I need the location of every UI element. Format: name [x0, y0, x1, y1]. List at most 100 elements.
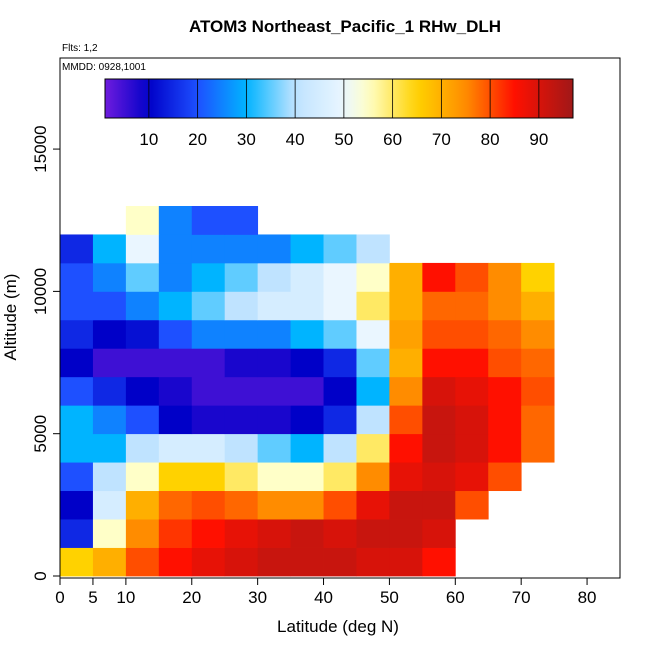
heatmap-cell [92, 490, 127, 520]
subtitle: Flts: 1,2 [62, 43, 98, 54]
heatmap-cell [257, 462, 291, 492]
heatmap-cell [290, 547, 324, 577]
heatmap-cell [191, 348, 226, 378]
x-tick-label: 5 [88, 588, 97, 607]
heatmap-cell [191, 234, 226, 264]
heatmap-cell [356, 519, 390, 548]
heatmap-cell [389, 433, 423, 463]
x-tick-label: 10 [116, 588, 135, 607]
heatmap-cell [290, 291, 324, 321]
heatmap-cell [323, 291, 357, 321]
heatmap-cell [224, 262, 259, 292]
heatmap-cell [488, 319, 522, 349]
x-tick-label: 0 [55, 588, 64, 607]
heatmap-cell [323, 376, 357, 406]
heatmap-cell [389, 547, 423, 577]
heatmap-cell [191, 490, 226, 520]
colorbar-tick-label: 80 [481, 130, 500, 149]
heatmap-cell [92, 376, 127, 406]
heatmap-cell [92, 234, 127, 264]
heatmap-cell [356, 405, 390, 435]
heatmap-cell [60, 462, 94, 492]
heatmap-cell [158, 462, 193, 492]
heatmap-cell [455, 490, 489, 520]
heatmap-cell [60, 405, 94, 435]
x-tick-label: 80 [578, 588, 597, 607]
colorbar [104, 78, 574, 119]
heatmap-cell [125, 462, 160, 492]
heatmap-cell [356, 348, 390, 378]
heatmap-cell [323, 519, 357, 548]
heatmap-cell [323, 262, 357, 292]
heatmap-cell [92, 547, 127, 577]
heatmap-cell [323, 405, 357, 435]
heatmap-cell [191, 433, 226, 463]
heatmap-cell [422, 405, 456, 435]
heatmap-cell [488, 262, 522, 292]
heatmap-cell [191, 462, 226, 492]
heatmap-cell [323, 547, 357, 577]
heatmap-cell [389, 462, 423, 492]
heatmap-cell [290, 462, 324, 492]
heatmap-cell [521, 376, 555, 406]
heatmap-cell [158, 519, 193, 548]
plot-frame [59, 57, 621, 579]
heatmap-cell [389, 405, 423, 435]
heatmap-cell [422, 291, 456, 321]
heatmap-cell [224, 234, 259, 264]
colorbar-tick-label: 70 [432, 130, 451, 149]
heatmap-cell [92, 291, 127, 321]
heatmap-cell [158, 291, 193, 321]
heatmap-cell [422, 262, 456, 292]
heatmap-cell [257, 490, 291, 520]
heatmap-cell [257, 376, 291, 406]
heatmap-cell [356, 319, 390, 349]
heatmap-cell [224, 490, 259, 520]
heatmap-cell [60, 519, 94, 548]
heatmap-cell [158, 547, 193, 577]
heatmap-cell [290, 376, 324, 406]
heatmap-cell [488, 405, 522, 435]
heatmap-cell [92, 433, 127, 463]
heatmap-cell [323, 234, 357, 264]
heatmap-cell [125, 206, 160, 235]
heatmap-cell [257, 433, 291, 463]
heatmap-cell [389, 291, 423, 321]
heatmap-cell [92, 462, 127, 492]
heatmap-cell [158, 405, 193, 435]
heatmap-cell [257, 405, 291, 435]
heatmap-cell [158, 433, 193, 463]
heatmap-cell [422, 319, 456, 349]
heatmap-cell [158, 206, 193, 235]
heatmap-cell [455, 462, 489, 492]
colorbar-tick-label: 50 [334, 130, 353, 149]
heatmap-cell [92, 319, 127, 349]
heatmap-cell [60, 490, 94, 520]
heatmap-cell [356, 234, 390, 264]
heatmap-cell [224, 206, 259, 235]
heatmap-cell [356, 462, 390, 492]
heatmap-cell [455, 433, 489, 463]
heatmap-cell [224, 291, 259, 321]
y-tick-label: 0 [31, 571, 50, 580]
heatmap-cell [488, 462, 522, 492]
heatmap-cell [356, 433, 390, 463]
heatmap-cell [422, 462, 456, 492]
heatmap-cell [521, 433, 555, 463]
heatmap-cell [224, 433, 259, 463]
heatmap-cell [224, 405, 259, 435]
heatmap-cell [290, 490, 324, 520]
heatmap-cell [488, 348, 522, 378]
heatmap-cell [389, 319, 423, 349]
heatmap-cell [389, 376, 423, 406]
colorbar-tick-label: 40 [286, 130, 305, 149]
heatmap-cell [422, 547, 456, 577]
y-tick-label: 10000 [31, 268, 50, 315]
heatmap-cell [125, 405, 160, 435]
heatmap-cell [356, 490, 390, 520]
heatmap-cell [191, 519, 226, 548]
heatmap-cell [158, 348, 193, 378]
y-axis-label: Altitude (m) [1, 274, 20, 361]
heatmap-cell [356, 291, 390, 321]
